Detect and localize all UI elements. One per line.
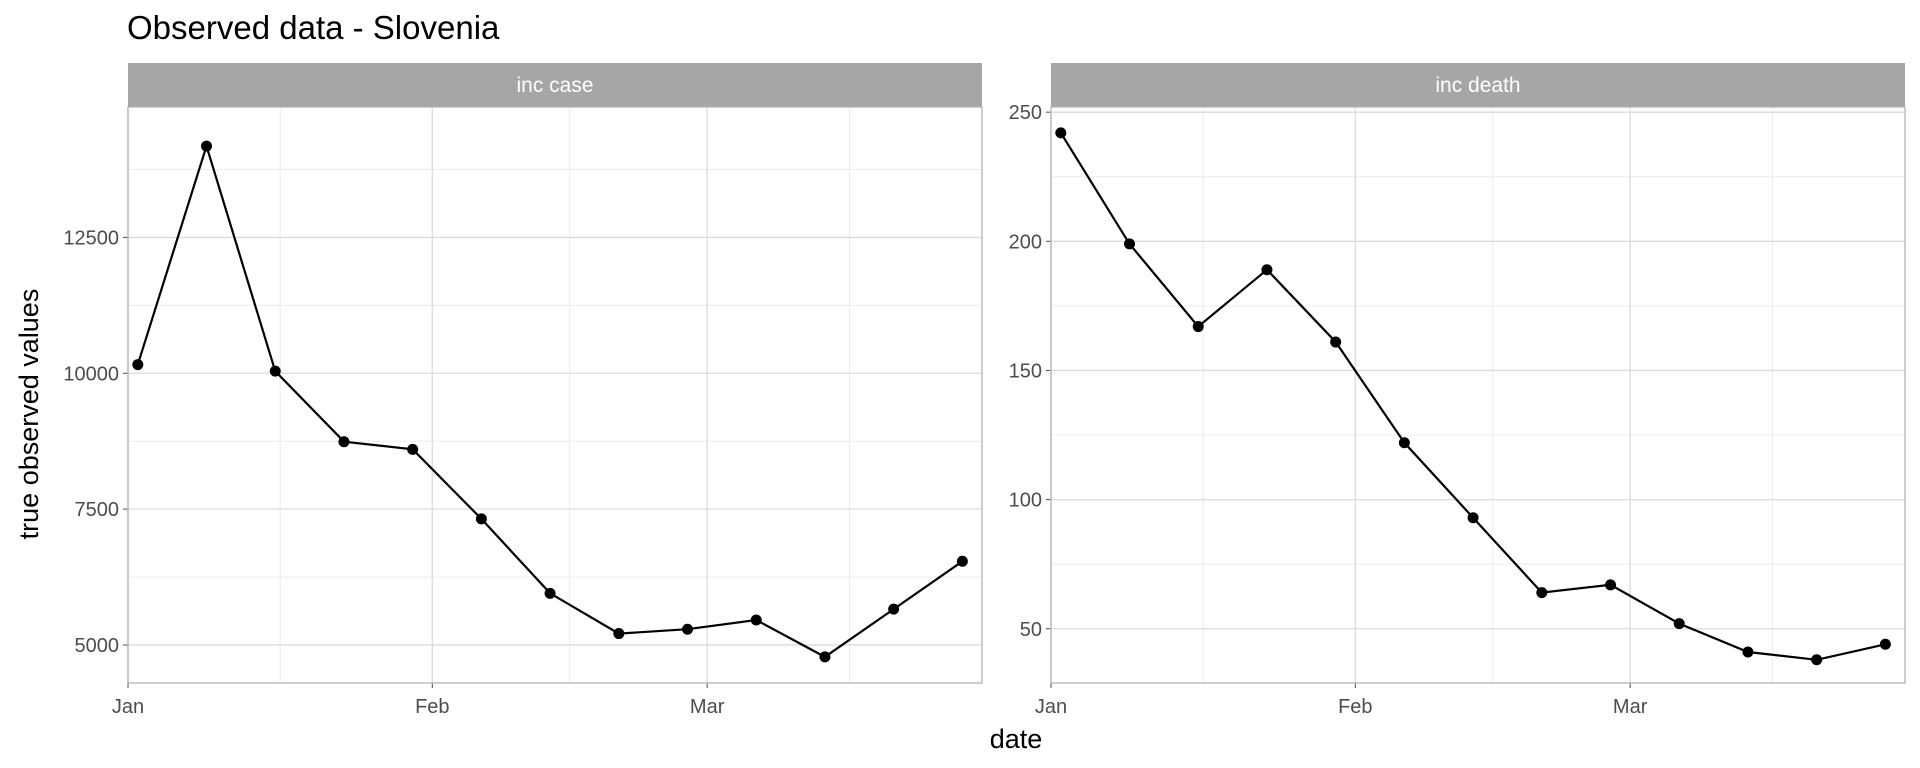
data-point <box>1467 512 1479 524</box>
panel-inc-death: inc death 50 100 150 200 250 Jan Feb Mar <box>1009 63 1906 718</box>
data-point <box>1605 579 1617 591</box>
data-point <box>544 587 556 599</box>
y-tick-label: 7500 <box>75 499 120 521</box>
data-point <box>682 623 694 635</box>
x-tick-label: Mar <box>1613 696 1648 718</box>
y-axis-title: true observed values <box>14 289 44 540</box>
facet-label: inc case <box>516 74 593 97</box>
data-point <box>338 436 350 448</box>
x-axis-title: date <box>990 724 1043 754</box>
data-point <box>956 555 968 567</box>
data-point <box>613 628 625 640</box>
data-point <box>1673 618 1685 630</box>
data-point <box>407 443 419 455</box>
y-tick-label: 50 <box>1020 619 1042 641</box>
data-point <box>1261 264 1273 276</box>
panel-border <box>127 106 983 684</box>
x-tick-label: Mar <box>690 696 725 718</box>
y-tick-label: 5000 <box>75 635 120 657</box>
data-point <box>475 513 487 525</box>
data-point <box>1055 127 1067 139</box>
facet-strip <box>1051 63 1905 107</box>
data-point <box>1879 638 1891 650</box>
y-tick-label: 10000 <box>63 363 119 385</box>
data-point <box>1811 654 1823 666</box>
y-tick-label: 150 <box>1009 360 1042 382</box>
data-point <box>1742 646 1754 658</box>
data-point <box>1536 587 1548 599</box>
y-tick-label: 100 <box>1009 490 1042 512</box>
data-point <box>1330 336 1342 348</box>
facet-label: inc death <box>1435 74 1520 97</box>
x-tick-label: Jan <box>112 696 144 718</box>
data-point <box>201 140 213 152</box>
data-point <box>132 359 144 371</box>
data-point <box>1192 321 1204 333</box>
x-tick-label: Jan <box>1035 696 1067 718</box>
data-point <box>269 365 281 377</box>
panel-inc-case: inc case 5000 7500 10000 12500 Jan Feb Mar <box>63 63 983 718</box>
x-tick-label: Feb <box>415 696 449 718</box>
panel-border <box>1050 106 1906 684</box>
facet-strip <box>128 63 982 107</box>
x-tick-label: Feb <box>1338 696 1372 718</box>
data-point <box>819 651 831 663</box>
y-tick-label: 250 <box>1009 102 1042 124</box>
y-tick-label: 200 <box>1009 231 1042 253</box>
data-point <box>750 614 762 626</box>
data-point <box>888 603 900 615</box>
series-line <box>1059 132 1886 661</box>
data-point <box>1398 437 1410 449</box>
data-point <box>1124 238 1136 250</box>
chart-title: Observed data - Slovenia <box>127 9 500 46</box>
series-line <box>136 142 964 659</box>
y-tick-label: 12500 <box>63 227 119 249</box>
